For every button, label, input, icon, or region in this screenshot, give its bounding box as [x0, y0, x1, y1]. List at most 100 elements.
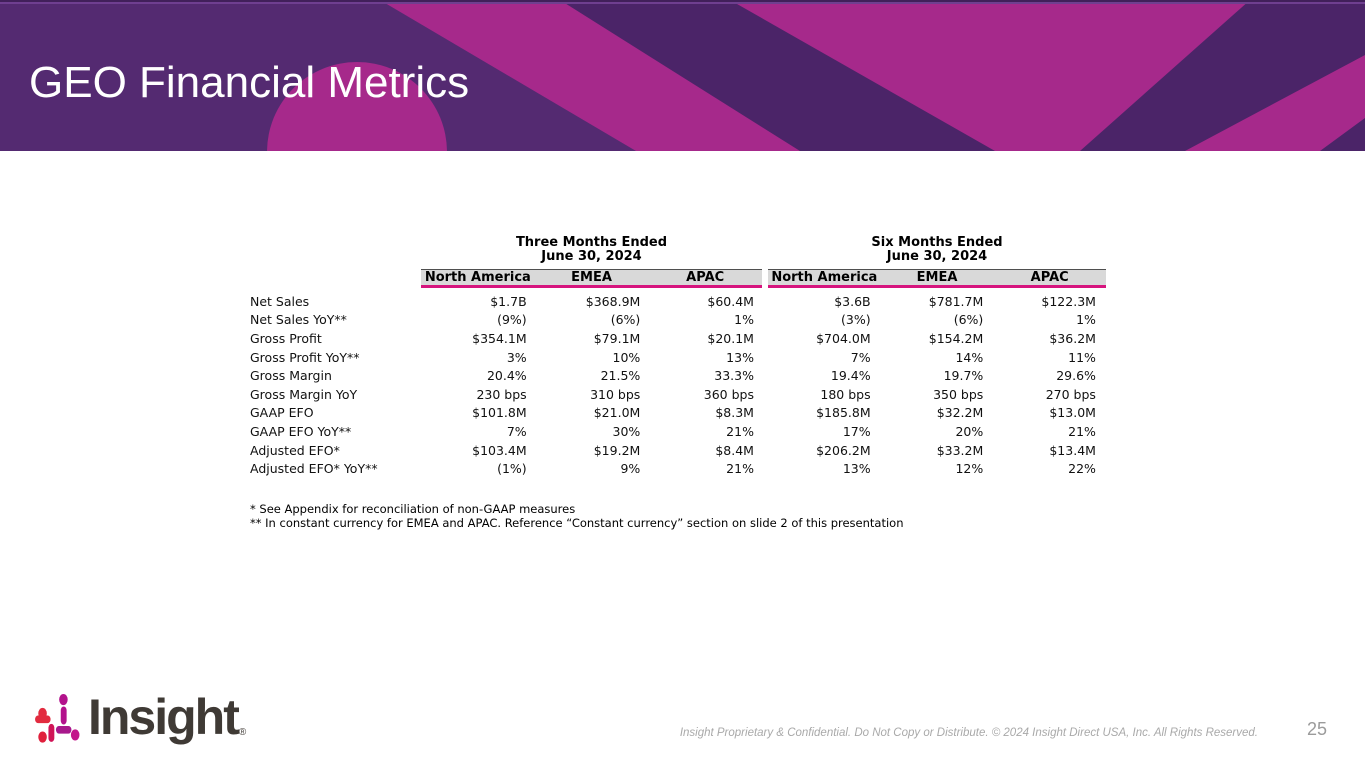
cell: $185.8M: [816, 405, 871, 421]
insight-logo-wordmark: Insight: [88, 689, 240, 745]
cell: $101.8M: [472, 405, 527, 421]
table-row: GAAP EFO YoY** 7% 30% 21% 17% 20% 21%: [250, 422, 1106, 441]
table-row: Net Sales $1.7B $368.9M $60.4M $3.6B $781.7M $…: [250, 292, 1106, 311]
row-label: Net Sales YoY**: [250, 312, 347, 328]
cell: 17%: [842, 423, 871, 439]
cell: 20.4%: [486, 368, 527, 384]
column-header: APAC: [686, 270, 725, 285]
cell: (6%): [610, 312, 641, 328]
footnote-line: * See Appendix for reconciliation of non…: [250, 502, 576, 516]
footnotes: * See Appendix for reconciliation of non…: [250, 502, 904, 530]
table-row: Adjusted EFO* $103.4M $19.2M $8.4M $206.2M $3…: [250, 441, 1106, 460]
row-label: GAAP EFO YoY**: [250, 423, 352, 439]
registered-trademark-symbol: ®: [238, 727, 247, 738]
cell: $19.2M: [593, 442, 641, 458]
cell: 350 bps: [933, 386, 984, 402]
cell: $32.2M: [936, 405, 984, 421]
cell: $33.2M: [936, 442, 984, 458]
cell: $781.7M: [928, 293, 984, 309]
page-number: 25: [1306, 719, 1327, 739]
cell: 29.6%: [1056, 368, 1096, 384]
row-label: Adjusted EFO* YoY**: [250, 461, 378, 477]
row-label: Gross Margin: [250, 368, 332, 384]
cell: (3%): [841, 312, 871, 328]
cell: 21%: [726, 423, 754, 439]
insight-logo: Insight ®: [34, 689, 247, 745]
cell: $13.0M: [1049, 405, 1096, 421]
cell: $8.3M: [715, 405, 754, 421]
cell: 1%: [1076, 312, 1096, 328]
cell: 7%: [850, 349, 871, 365]
table-row: Adjusted EFO* YoY** (1%) 9% 21% 13% 12% 22%: [250, 459, 1106, 478]
page-title: GEO Financial Metrics: [29, 58, 470, 107]
cell: $704.0M: [816, 330, 871, 346]
cell: 10%: [612, 349, 641, 365]
row-label: Adjusted EFO*: [250, 442, 340, 458]
cell: $154.2M: [928, 330, 984, 346]
cell: 21%: [726, 461, 754, 477]
cell: $8.4M: [715, 442, 754, 458]
cell: 230 bps: [476, 386, 527, 402]
column-header: EMEA: [571, 270, 612, 285]
table-row: Gross Profit $354.1M $79.1M $20.1M $704.0M $1…: [250, 329, 1106, 348]
column-header: North America: [424, 270, 531, 285]
cell: $13.4M: [1049, 442, 1096, 458]
group-title-line1: Six Months Ended: [871, 235, 1003, 250]
cell: $3.6B: [834, 293, 871, 309]
row-label: Net Sales: [250, 293, 310, 309]
group-header-six-months: Six Months Ended June 30, 2024: [768, 236, 1106, 264]
cell: 22%: [1068, 461, 1096, 477]
cell: 19.4%: [830, 368, 871, 384]
cell: 360 bps: [703, 386, 754, 402]
cell: $368.9M: [585, 293, 641, 309]
insight-hash-logo-icon: [35, 694, 80, 743]
cell: 11%: [1068, 349, 1096, 365]
table-body: Net Sales $1.7B $368.9M $60.4M $3.6B $781.7M $…: [250, 292, 1106, 478]
table-row: GAAP EFO $101.8M $21.0M $8.3M $185.8M $32.2M $…: [250, 404, 1106, 423]
slide-header-banner: GEO Financial Metrics: [0, 0, 1365, 151]
cell: (6%): [953, 312, 984, 328]
cell: (9%): [497, 312, 527, 328]
cell: $1.7B: [490, 293, 527, 309]
cell: $60.4M: [707, 293, 754, 309]
group-header-three-months: Three Months Ended June 30, 2024: [421, 236, 762, 264]
group-title-line2: June 30, 2024: [886, 249, 988, 264]
cell: 1%: [734, 312, 754, 328]
row-label: Gross Margin YoY: [250, 386, 358, 402]
group-title-line1: Three Months Ended: [515, 235, 668, 250]
row-label: GAAP EFO: [250, 405, 314, 421]
column-header-row-six-months: North America EMEA APAC: [768, 269, 1106, 288]
cell: $206.2M: [816, 442, 871, 458]
table-row: Gross Margin YoY 230 bps 310 bps 360 bps 180…: [250, 385, 1106, 404]
cell: $103.4M: [472, 442, 527, 458]
cell: 9%: [620, 461, 641, 477]
cell: 180 bps: [820, 386, 871, 402]
column-header: North America: [771, 270, 878, 285]
cell: $354.1M: [472, 330, 527, 346]
cell: $79.1M: [593, 330, 641, 346]
cell: 7%: [506, 423, 527, 439]
row-label: Gross Profit YoY**: [250, 349, 360, 365]
footnote-line: ** In constant currency for EMEA and APA…: [250, 515, 904, 530]
table-row: Gross Profit YoY** 3% 10% 13% 7% 14% 11%: [250, 348, 1106, 367]
cell: 33.3%: [714, 368, 754, 384]
cell: (1%): [497, 461, 527, 477]
table-row: Gross Margin 20.4% 21.5% 33.3% 19.4% 19.7% 29.…: [250, 366, 1106, 385]
column-header-row-three-months: North America EMEA APAC: [421, 269, 762, 288]
cell: $20.1M: [707, 330, 754, 346]
cell: $122.3M: [1041, 293, 1096, 309]
column-header: EMEA: [916, 270, 958, 285]
cell: 13%: [842, 461, 871, 477]
cell: 21.5%: [600, 368, 641, 384]
row-label: Gross Profit: [250, 330, 322, 346]
banner-top-strip-dark: [0, 0, 1365, 2]
cell: $21.0M: [593, 405, 641, 421]
group-title-line2: June 30, 2024: [541, 249, 642, 264]
cell: 270 bps: [1045, 386, 1096, 402]
cell: 14%: [955, 349, 984, 365]
column-header: APAC: [1030, 270, 1069, 285]
cell: 19.7%: [943, 368, 984, 384]
cell: $36.2M: [1049, 330, 1096, 346]
cell: 21%: [1068, 423, 1096, 439]
table-row: Net Sales YoY** (9%) (6%) 1% (3%) (6%) 1%: [250, 311, 1106, 330]
